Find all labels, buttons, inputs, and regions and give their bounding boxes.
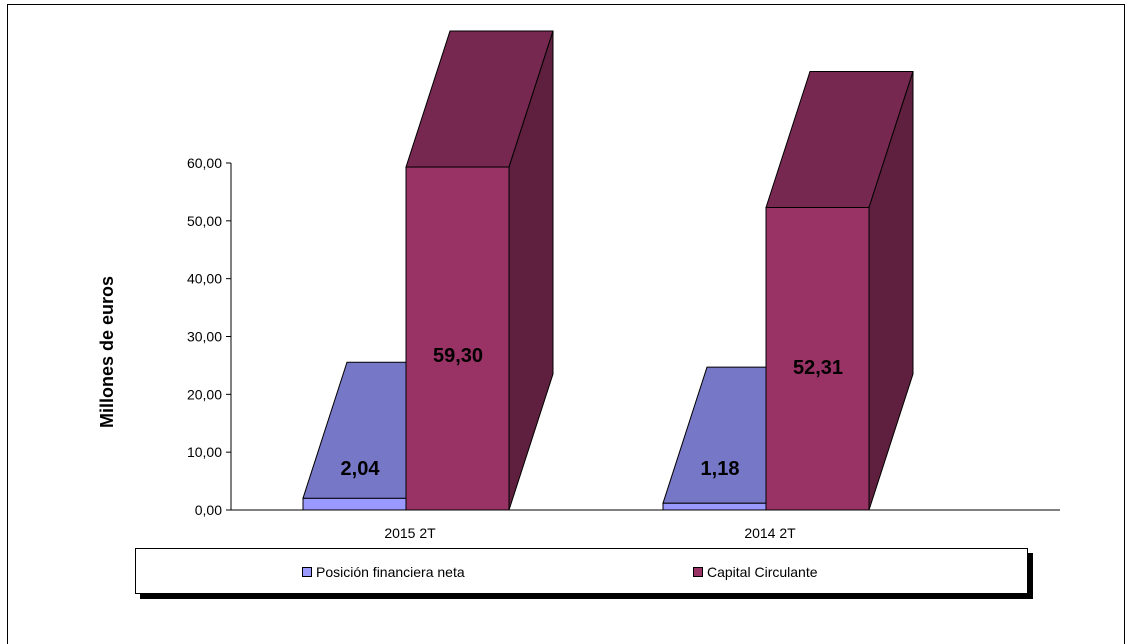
bar-capital-circulante [765,70,914,511]
legend-swatch-series-1 [302,567,312,577]
legend-label-series-2: Capital Circulante [707,564,818,580]
y-tick-label: 20,00 [187,386,222,402]
y-tick-label: 60,00 [187,155,222,171]
legend: Posición financiera neta Capital Circula… [135,548,1028,594]
legend-label-series-1: Posición financiera neta [316,564,465,580]
data-label-capital: 59,30 [433,345,483,367]
y-axis: 0,00 10,00 20,00 30,00 40,00 50,00 60,00 [187,155,1060,518]
data-labels: 2,04 59,30 2015 2T 1,18 52,31 2014 2T [341,345,844,541]
chart-svg: 0,00 10,00 20,00 30,00 40,00 50,00 60,00 2,04 5… [97,30,1060,541]
y-axis-title: Millones de euros [97,276,117,428]
legend-item-series-1: Posición financiera neta [302,564,465,580]
y-tick-label: 30,00 [187,329,222,345]
chart-frame [7,4,1125,644]
x-category-label: 2015 2T [384,525,436,541]
bars [302,30,914,511]
y-tick-label: 0,00 [195,502,222,518]
y-tick-label: 40,00 [187,271,222,287]
bar-capital-circulante [405,30,554,511]
data-label-posicion: 1,18 [701,458,740,480]
x-category-label: 2014 2T [744,525,796,541]
legend-swatch-series-2 [693,567,703,577]
y-tick-label: 50,00 [187,213,222,229]
data-label-posicion: 2,04 [341,458,381,480]
y-tick-label: 10,00 [187,444,222,460]
data-label-capital: 52,31 [793,357,843,379]
legend-item-series-2: Capital Circulante [693,564,818,580]
